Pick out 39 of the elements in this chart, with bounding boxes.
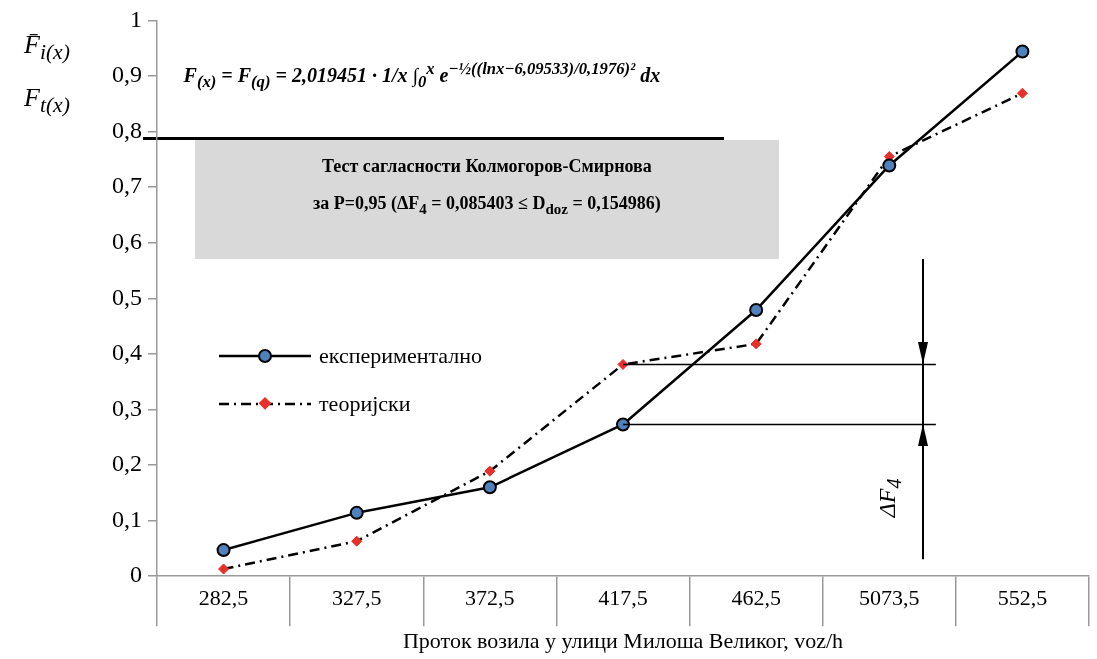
x-tick-label: 5073,5	[859, 585, 920, 611]
y-tick-label: 0,1	[112, 505, 142, 532]
x-tick-label: 417,5	[598, 585, 648, 611]
y-tick-label: 0,7	[112, 172, 142, 199]
x-tick-label: 282,5	[198, 585, 249, 611]
point	[484, 465, 496, 477]
point	[882, 158, 897, 173]
y-tick-label: 0,8	[112, 116, 142, 143]
annotation: Тест сагласности Колмогоров-Смирнова	[320, 154, 653, 177]
point	[216, 543, 231, 558]
y-tick-label: 0,4	[112, 339, 142, 366]
legend-label: експериментално	[319, 342, 483, 369]
point	[750, 338, 762, 350]
y-tick-label: 0,6	[112, 228, 142, 255]
y-tick-label: 0,2	[112, 450, 142, 477]
legend-label: теоријски	[319, 390, 411, 417]
point	[617, 358, 629, 370]
point	[616, 417, 630, 432]
point	[351, 535, 363, 547]
y-tick-label: 0,3	[112, 394, 142, 421]
x-tick-label: 462,5	[731, 585, 781, 611]
y-tick-label: 0,9	[112, 61, 142, 88]
point	[1015, 44, 1030, 59]
annotation: за P=0,95 (ΔF$_{4}$ = 0,085403 ≤ D$_{doz}$ = 0,154986)	[312, 191, 662, 218]
y-tick-label: 0,5	[112, 283, 142, 310]
x-tick-label: 327,5	[331, 585, 382, 611]
y-axis-title: F̄$_{i(x)}$ F$_{t(x)}$	[24, 29, 70, 118]
x-axis-title: Проток возила у улици Милоша Великог, voz/h	[402, 627, 844, 653]
x-tick-label: 372,5	[465, 585, 515, 611]
point	[349, 505, 364, 520]
point	[1016, 87, 1028, 99]
point	[218, 563, 230, 575]
point	[749, 302, 764, 317]
y-tick-label: 0	[130, 561, 142, 588]
y-tick-label: 1	[130, 5, 142, 32]
x-tick-label: 552,5	[997, 585, 1048, 611]
text: F$_{(x)}$ = F$_{(q)}$ = 2,019451 · 1/x ∫$_{0}$$^{x}$ e$^{−½((lnx−6,09533)/0,1976)²}$ dx	[183, 59, 661, 91]
note-box: Тест сагласности Колмогоров-Смирнова за P=0,95 (ΔF$_{4}$ = 0,085403 ≤ D$_{doz}$ = 0,154986)	[195, 139, 779, 260]
point	[482, 480, 497, 495]
